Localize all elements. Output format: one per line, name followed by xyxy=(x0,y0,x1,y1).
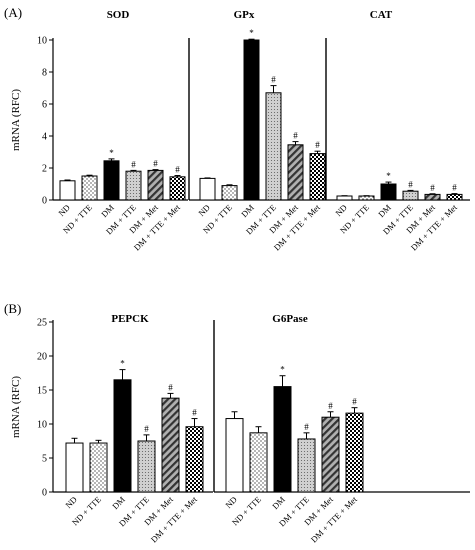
bar xyxy=(113,379,132,493)
y-tick-label: 8 xyxy=(42,68,47,79)
chart-title: CAT xyxy=(370,9,393,21)
category-label: DM xyxy=(270,494,287,511)
significance-star: * xyxy=(120,359,125,369)
category-label: DM xyxy=(99,202,116,219)
significance-star: * xyxy=(109,148,114,158)
bar xyxy=(65,442,84,493)
significance-star: * xyxy=(386,171,391,181)
category-label: ND xyxy=(223,494,239,510)
bar xyxy=(243,39,260,201)
bar xyxy=(125,170,142,201)
significance-hash: # xyxy=(304,422,309,432)
bar xyxy=(273,386,292,493)
significance-hash: # xyxy=(328,401,333,411)
significance-hash: # xyxy=(168,382,173,392)
bar xyxy=(59,180,76,201)
bar xyxy=(402,190,419,201)
bar xyxy=(424,193,441,201)
bar xyxy=(309,153,326,201)
bar xyxy=(161,397,180,493)
bar xyxy=(225,418,244,493)
chart-title: GPx xyxy=(234,9,255,21)
bar xyxy=(221,185,238,201)
significance-hash: # xyxy=(352,397,357,407)
category-label: DM xyxy=(110,494,127,511)
bar xyxy=(265,92,282,201)
bar xyxy=(358,195,375,201)
category-label: ND xyxy=(63,494,79,510)
y-tick-label: 10 xyxy=(37,420,47,431)
category-label: ND xyxy=(333,202,349,218)
significance-hash: # xyxy=(408,179,413,189)
significance-hash: # xyxy=(315,140,320,150)
bar xyxy=(137,440,156,493)
significance-hash: # xyxy=(144,424,149,434)
chart-title: SOD xyxy=(107,9,130,21)
significance-hash: # xyxy=(192,408,197,418)
bar xyxy=(336,195,353,201)
significance-hash: # xyxy=(452,183,457,193)
significance-hash: # xyxy=(175,165,180,175)
bar xyxy=(185,426,204,493)
bar xyxy=(446,193,463,201)
bar xyxy=(199,177,216,201)
panel-label-b: (B) xyxy=(4,301,21,316)
panel-label-a: (A) xyxy=(4,5,22,20)
y-tick-label: 4 xyxy=(42,132,47,143)
significance-star: * xyxy=(249,28,254,38)
bar xyxy=(321,416,340,493)
y-axis-title-b: mRNA (RFC) xyxy=(10,376,22,438)
y-axis-title-a: mRNA (RFC) xyxy=(10,89,22,151)
y-tick-label: 25 xyxy=(37,318,47,329)
significance-hash: # xyxy=(153,159,158,169)
significance-hash: # xyxy=(131,159,136,169)
category-label: DM xyxy=(239,202,256,219)
y-tick-label: 15 xyxy=(37,386,47,397)
bar xyxy=(147,169,164,201)
y-tick-label: 2 xyxy=(42,164,47,175)
chart-title: G6Pase xyxy=(272,313,308,325)
bar xyxy=(345,412,364,493)
bar xyxy=(297,438,316,493)
bar xyxy=(169,176,186,201)
category-label: DM xyxy=(376,202,393,219)
chart-title: PEPCK xyxy=(111,313,149,325)
significance-hash: # xyxy=(430,183,435,193)
y-tick-label: 0 xyxy=(42,196,47,207)
y-tick-label: 10 xyxy=(37,36,47,47)
y-tick-label: 0 xyxy=(42,488,47,499)
bar xyxy=(287,144,304,201)
bar xyxy=(249,432,268,493)
bar xyxy=(89,442,108,493)
y-tick-label: 5 xyxy=(42,454,47,465)
y-tick-label: 20 xyxy=(37,352,47,363)
significance-hash: # xyxy=(293,131,298,141)
category-label: ND xyxy=(56,202,72,218)
y-tick-label: 6 xyxy=(42,100,47,111)
category-label: ND xyxy=(196,202,212,218)
significance-hash: # xyxy=(271,75,276,85)
significance-star: * xyxy=(280,365,285,375)
bar xyxy=(103,160,120,201)
bar xyxy=(380,183,397,201)
bar xyxy=(81,175,98,201)
